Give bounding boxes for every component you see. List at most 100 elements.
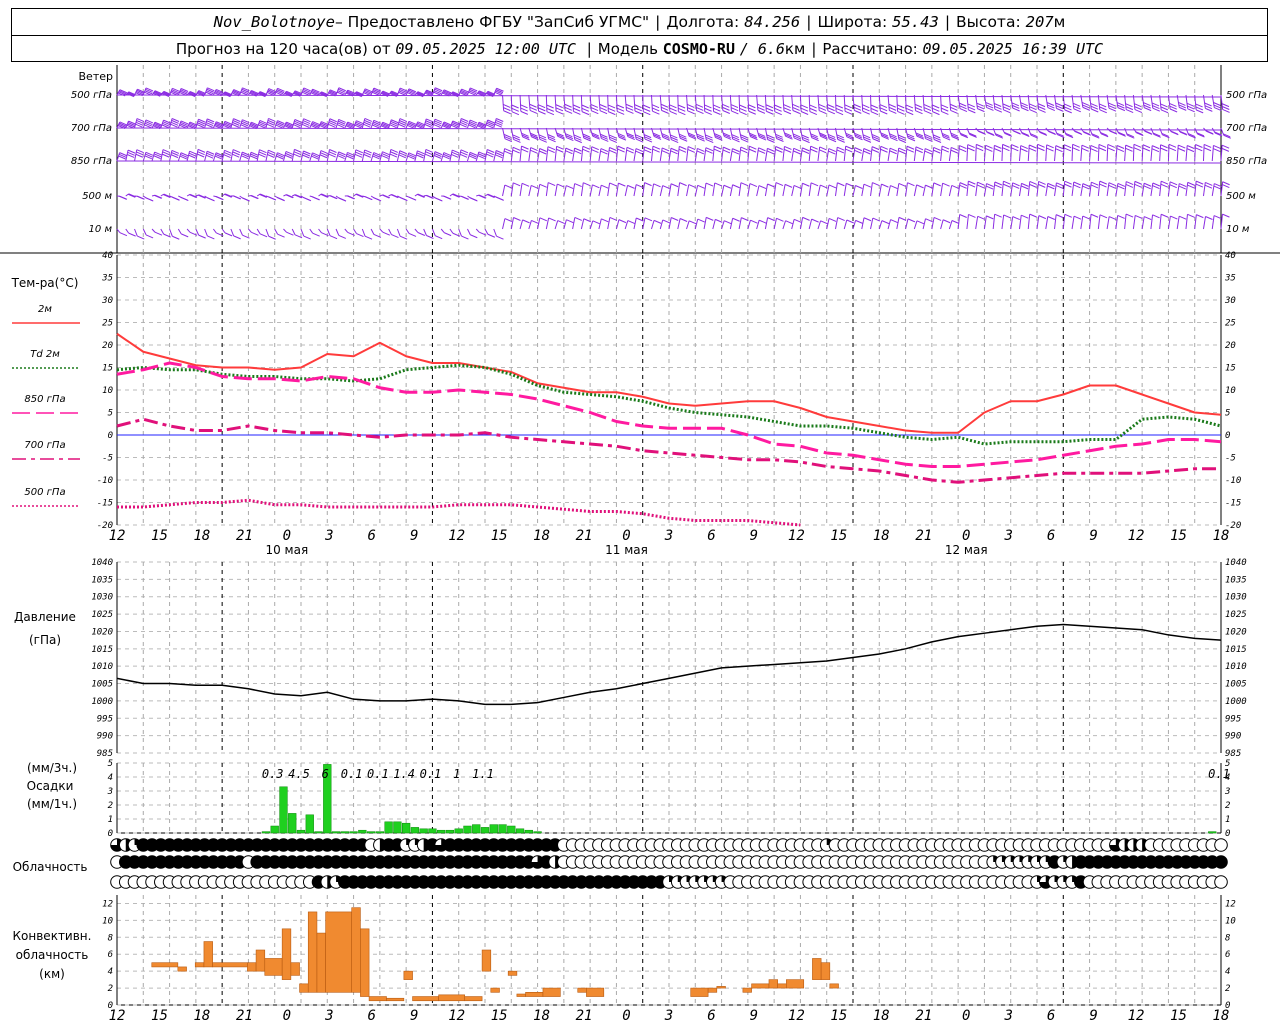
wind-barb-feather [1002, 147, 1010, 152]
wind-barb-staff [466, 152, 471, 162]
wind-barb-feather [373, 89, 381, 93]
wind-barb-feather [1117, 185, 1125, 190]
wind-barb-feather [258, 124, 266, 129]
wind-barb-feather [487, 194, 495, 199]
wind-barb-feather [1020, 185, 1029, 190]
wind-barb-feather [1047, 216, 1055, 220]
wind-barb-feather [837, 136, 845, 141]
conv-ytick-right: 8 [1225, 933, 1230, 943]
wind-barb-feather [688, 220, 697, 225]
wind-barb-feather [924, 133, 932, 138]
wind-barb-feather [241, 88, 250, 93]
wind-barb-feather [916, 135, 925, 140]
wind-barb-staff [326, 149, 330, 162]
wind-barb-feather [135, 153, 144, 158]
wind-barb-staff [572, 148, 576, 162]
wind-barb-feather [977, 130, 986, 135]
wind-barb-feather [1002, 103, 1011, 108]
wind-barb-feather [564, 109, 573, 114]
wind-barb-feather [617, 133, 626, 137]
pressure-ytick-left: 1035 [91, 575, 113, 585]
wind-barb-feather [399, 120, 407, 124]
wind-barb-feather [942, 182, 950, 187]
wind-barb-feather [1090, 213, 1099, 218]
precip-bar [454, 828, 463, 834]
wind-barb-feather [346, 155, 354, 160]
conv-layer-bar [212, 962, 248, 968]
wind-barb-feather [215, 122, 223, 127]
pressure-ytick-right: 1040 [1225, 558, 1247, 568]
wind-barb-feather [906, 133, 915, 138]
wind-barb-feather [994, 181, 1003, 186]
wind-barb-feather [819, 134, 828, 139]
wind-barb-feather [144, 90, 153, 95]
wind-barb-feather [872, 138, 881, 143]
wind-barb-staff [537, 148, 541, 162]
wind-barb-feather [870, 104, 879, 109]
wind-barb-staff [396, 118, 401, 129]
wind-barb-feather [574, 183, 582, 188]
wind-barb-feather [469, 119, 478, 124]
conv-layer-bar [690, 987, 709, 997]
wind-barb-staff [1185, 214, 1188, 230]
wind-barb-feather [1021, 107, 1029, 112]
wind-barb-feather [1029, 144, 1037, 149]
wind-barb-feather [119, 90, 127, 95]
wind-barb-feather [662, 219, 670, 224]
wind-barb-feather [118, 155, 126, 160]
wind-barb-staff [826, 218, 830, 230]
wind-barb-staff [134, 228, 138, 237]
wind-barb-feather [223, 152, 232, 156]
wind-barb-staff [1124, 181, 1127, 197]
wind-barb-feather [1065, 134, 1074, 139]
wind-barb-feather [767, 183, 775, 188]
wind-barb-feather [1187, 133, 1196, 138]
wind-barb-feather [994, 213, 1002, 218]
wind-barb-feather [1029, 183, 1037, 188]
wind-barb-feather [328, 153, 336, 158]
wind-barb-feather [529, 106, 538, 111]
wind-barb-feather [521, 132, 529, 137]
wind-barb-feather [828, 184, 837, 189]
wind-barb-feather [285, 194, 294, 199]
wind-barb-feather [1134, 106, 1142, 111]
wind-barb-feather [1133, 143, 1142, 148]
wind-barb-feather [1187, 108, 1195, 113]
temp-ylabel: Тем-ра(°C) [11, 276, 79, 290]
pressure-ytick-right: 995 [1225, 714, 1241, 724]
wind-barb-staff [528, 147, 532, 162]
wind-barb-feather [853, 103, 861, 108]
wind-barb-staff [195, 228, 200, 236]
wind-barb-feather [618, 134, 626, 139]
conv-ytick-left: 0 [108, 1001, 113, 1011]
wind-barb-feather [303, 87, 311, 92]
wind-barb-feather [1003, 109, 1011, 114]
wind-barb-staff [204, 118, 208, 129]
wind-barb-staff [756, 220, 760, 230]
time-tick-label-bottom: 21 [576, 1008, 593, 1024]
wind-barb-staff [931, 94, 933, 112]
wind-barb-feather [520, 110, 529, 115]
wind-barb-feather [828, 148, 836, 153]
wind-barb-feather [233, 195, 241, 200]
time-tick-label: 21 [236, 528, 253, 544]
lat-value: 55.43 [892, 13, 939, 31]
wind-barb-staff [834, 182, 838, 197]
model-res-unit: км [784, 39, 806, 58]
wind-barb-feather [898, 139, 907, 144]
wind-barb-feather [1092, 134, 1100, 139]
wind-barb-staff [598, 218, 602, 230]
wind-barb-feather [652, 145, 661, 150]
wind-barb-feather [722, 132, 731, 137]
wind-barb-feather [1098, 147, 1107, 152]
wind-barb-feather [1028, 103, 1037, 108]
pressure-ytick-left: 995 [97, 714, 113, 724]
wind-barb-staff [563, 185, 567, 197]
wind-barb-feather [889, 150, 897, 155]
wind-barb-feather [451, 153, 459, 158]
wind-barb-feather [1082, 215, 1090, 220]
wind-barb-staff [431, 228, 436, 236]
wind-barb-feather [775, 135, 784, 140]
wind-barb-feather [206, 118, 215, 123]
wind-level-line [116, 94, 1222, 98]
